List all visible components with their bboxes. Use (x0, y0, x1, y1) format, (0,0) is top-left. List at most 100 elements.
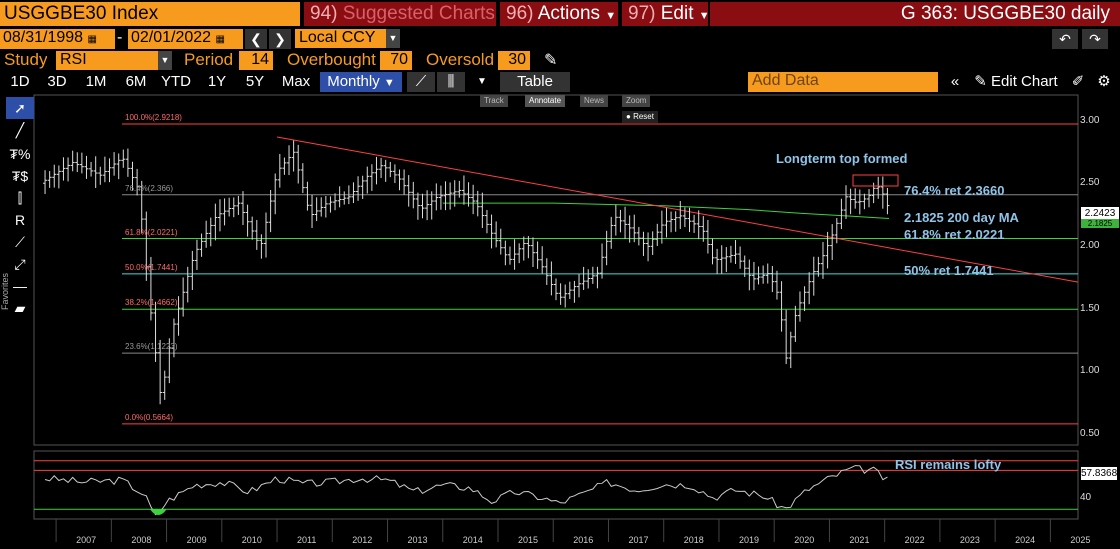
ohlc-bar[interactable] (268, 189, 273, 233)
ohlc-bar[interactable] (779, 281, 784, 332)
ohlc-bar[interactable] (484, 209, 489, 234)
ohlc-bar[interactable] (530, 237, 535, 268)
ohlc-bar[interactable] (885, 187, 890, 215)
horizontal-line-icon[interactable]: — (13, 278, 27, 294)
ohlc-bar[interactable] (208, 217, 213, 247)
news-tool[interactable]: News (580, 95, 609, 107)
ohlc-bar[interactable] (369, 164, 374, 191)
ohlc-bar[interactable] (581, 266, 586, 290)
ohlc-bar[interactable] (291, 140, 296, 172)
ohlc-bar[interactable] (388, 161, 393, 178)
ohlc-bar[interactable] (116, 153, 121, 180)
ohlc-bar[interactable] (742, 255, 747, 277)
settings-button[interactable]: ⚙ (1092, 72, 1116, 92)
ohlc-bar[interactable] (56, 165, 61, 189)
ohlc-bar[interactable] (802, 286, 807, 312)
annotation-fib764[interactable]: 76.4% ret 2.3660 (904, 183, 1005, 198)
tab-3d[interactable]: 3D (47, 73, 67, 90)
track-tool[interactable]: Track (480, 95, 508, 107)
ohlc-bar[interactable] (623, 206, 628, 240)
ohlc-bar[interactable] (747, 259, 752, 291)
ohlc-bar[interactable] (392, 164, 397, 184)
ohlc-bar[interactable] (535, 241, 540, 269)
ohlc-bar[interactable] (586, 269, 591, 289)
ohlc-bar[interactable] (89, 161, 94, 177)
ohlc-bar[interactable] (236, 195, 241, 215)
ohlc-bar[interactable] (774, 270, 779, 300)
ohlc-bar[interactable] (738, 246, 743, 269)
ohlc-bar[interactable] (374, 156, 379, 185)
tab-max[interactable]: Max (281, 73, 311, 90)
ohlc-bar[interactable] (784, 309, 789, 365)
ohlc-bar[interactable] (471, 184, 476, 215)
ohlc-bar[interactable] (305, 181, 310, 211)
next-period-button[interactable]: ❯ (269, 29, 291, 49)
ohlc-bar[interactable] (807, 272, 812, 305)
ohlc-bar[interactable] (650, 231, 655, 255)
pencil-icon[interactable]: ✎ (544, 52, 558, 69)
ohlc-bar[interactable] (701, 216, 706, 242)
zoom-tool[interactable]: Zoom (622, 95, 651, 107)
tab-1m[interactable]: 1M (85, 73, 107, 90)
price-chart[interactable] (0, 93, 1120, 549)
tab-1d[interactable]: 1D (10, 73, 30, 90)
ohlc-bar[interactable] (577, 274, 582, 298)
ohlc-bar[interactable] (655, 223, 660, 246)
ohlc-bar[interactable] (853, 188, 858, 209)
add-data-input[interactable]: Add Data (748, 72, 938, 92)
percent-tool-icon[interactable]: ₮% (9, 146, 31, 162)
ohlc-bar[interactable] (595, 266, 600, 289)
end-date-field[interactable]: 02/01/2022 ▦ (128, 29, 243, 49)
ohlc-bar[interactable] (282, 157, 287, 175)
ohlc-bar[interactable] (121, 149, 126, 168)
ohlc-bar[interactable] (848, 188, 853, 215)
ohlc-bar[interactable] (867, 189, 872, 208)
ohlc-bar[interactable] (254, 219, 259, 250)
r-tool-icon[interactable]: R (14, 212, 26, 228)
ohlc-bar[interactable] (98, 166, 103, 185)
ohlc-bar[interactable] (342, 191, 347, 205)
ohlc-bar[interactable] (498, 228, 503, 255)
bar-chart-button[interactable]: ⫼ (437, 72, 465, 92)
ohlc-bar[interactable] (84, 155, 89, 179)
ohlc-bar[interactable] (627, 215, 632, 243)
ohlc-bar[interactable] (761, 265, 766, 284)
suggested-charts-menu[interactable]: 94) Suggested Charts (304, 2, 496, 26)
ohlc-bar[interactable] (231, 197, 236, 218)
ohlc-bar[interactable] (549, 261, 554, 296)
ohlc-bar[interactable] (572, 280, 577, 303)
ohlc-bar[interactable] (273, 173, 278, 215)
chevron-down-icon[interactable]: ▼ (386, 29, 400, 48)
ohlc-bar[interactable] (227, 197, 232, 217)
rsi-line[interactable] (44, 465, 888, 516)
ohlc-bar[interactable] (682, 207, 687, 228)
ohlc-bar[interactable] (259, 234, 264, 259)
ohlc-bar[interactable] (563, 284, 568, 308)
downtrend-line[interactable] (276, 136, 1079, 283)
ohlc-bar[interactable] (733, 239, 738, 265)
ohlc-bar[interactable] (346, 185, 351, 205)
ohlc-bar[interactable] (47, 171, 52, 188)
ohlc-bar[interactable] (751, 261, 756, 291)
ohlc-bar[interactable] (217, 199, 222, 232)
ohlc-bar[interactable] (107, 158, 112, 183)
ohlc-bar[interactable] (264, 212, 268, 258)
edit-chart-button[interactable]: ✎ Edit Chart (970, 72, 1062, 92)
annotation-fib618[interactable]: 61.8% ret 2.0221 (904, 227, 1005, 242)
study-select[interactable]: RSI (56, 51, 160, 70)
ohlc-bar[interactable] (710, 238, 715, 265)
ohlc-bar[interactable] (245, 204, 250, 237)
ohlc-bar[interactable] (420, 193, 425, 219)
ohlc-bar[interactable] (517, 243, 522, 264)
ohlc-bar[interactable] (825, 231, 830, 269)
reset-button[interactable]: ● Reset (622, 111, 658, 123)
ohlc-bar[interactable] (876, 176, 881, 199)
ohlc-bar[interactable] (590, 266, 595, 284)
annotation-top[interactable]: Longterm top formed (776, 151, 908, 166)
ohlc-bar[interactable] (728, 245, 733, 263)
ohlc-bar[interactable] (204, 220, 209, 248)
ohlc-bar[interactable] (167, 338, 172, 384)
ohlc-bar[interactable] (687, 207, 692, 233)
ohlc-bar[interactable] (79, 152, 84, 174)
ohlc-bar[interactable] (148, 256, 153, 321)
